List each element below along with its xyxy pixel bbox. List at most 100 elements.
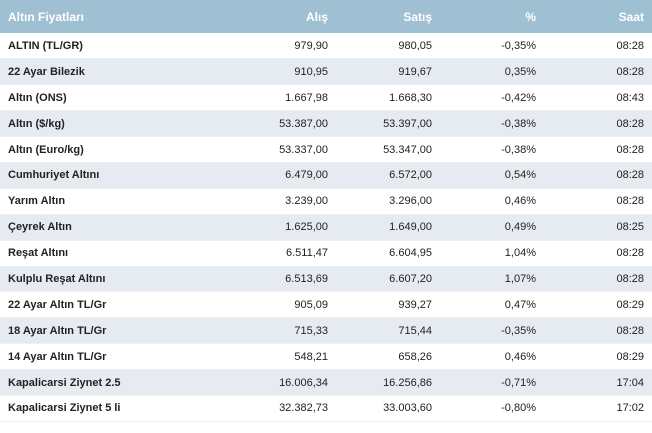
row-name: Altın ($/kg) [0, 110, 200, 138]
row-percent: -0,38% [440, 136, 544, 163]
row-name: Reşat Altını [0, 240, 200, 267]
row-satis: 1.668,30 [336, 84, 440, 112]
row-saat: 08:43 [544, 84, 652, 112]
row-alis: 905,09 [200, 291, 336, 319]
row-percent: 1,04% [440, 240, 544, 267]
row-satis: 980,05 [336, 33, 440, 60]
table-header: Altın Fiyatları Alış Satış % Saat [0, 0, 652, 33]
row-alis: 979,90 [200, 33, 336, 60]
row-satis: 3.296,00 [336, 188, 440, 215]
table-row[interactable]: 14 Ayar Altın TL/Gr 548,21 658,26 0,46% 08:2… [0, 343, 652, 371]
row-alis: 1.625,00 [200, 214, 336, 241]
row-saat: 08:29 [544, 291, 652, 319]
row-name: 18 Ayar Altın TL/Gr [0, 317, 200, 345]
row-satis: 715,44 [336, 317, 440, 345]
header-title: Altın Fiyatları [8, 9, 85, 24]
row-percent: -0,38% [440, 110, 544, 138]
row-satis: 939,27 [336, 291, 440, 319]
row-saat: 08:28 [544, 317, 652, 345]
table-row[interactable]: Altın ($/kg) 53.387,00 53.397,00 -0,38% 08:2… [0, 110, 652, 138]
table-row[interactable]: 22 Ayar Altın TL/Gr 905,09 939,27 0,47% 08:2… [0, 291, 652, 319]
row-saat: 08:25 [544, 214, 652, 241]
row-name: 14 Ayar Altın TL/Gr [0, 343, 200, 371]
row-satis: 1.649,00 [336, 214, 440, 241]
row-percent: 0,46% [440, 343, 544, 371]
table-row[interactable]: 18 Ayar Altın TL/Gr 715,33 715,44 -0,35% 08:… [0, 317, 652, 345]
row-alis: 32.382,73 [200, 395, 336, 422]
row-name: 22 Ayar Altın TL/Gr [0, 291, 200, 319]
row-saat: 08:28 [544, 58, 652, 86]
table-row[interactable]: Kulplu Reşat Altını 6.513,69 6.607,20 1,07%… [0, 266, 652, 293]
table-row[interactable]: Cumhuriyet Altını 6.479,00 6.572,00 0,54% 08… [0, 162, 652, 189]
table-row[interactable]: Altın (Euro/kg) 53.337,00 53.347,00 -0,38% 0… [0, 136, 652, 163]
row-alis: 53.387,00 [200, 110, 336, 138]
row-alis: 6.479,00 [200, 162, 336, 189]
row-percent: 0,47% [440, 291, 544, 319]
row-satis: 6.604,95 [336, 240, 440, 267]
header-row: Altın Fiyatları Alış Satış % Saat [0, 0, 652, 33]
row-satis: 16.256,86 [336, 369, 440, 396]
table-row[interactable]: Çeyrek Altın 1.625,00 1.649,00 0,49% 08:25 [0, 214, 652, 241]
row-name: Altın (ONS) [0, 84, 200, 112]
row-name: Kapalicarsi Ziynet 5 li [0, 395, 200, 422]
table-row[interactable]: Kapalicarsi Ziynet 2.5 16.006,34 16.256,86… [0, 369, 652, 396]
row-alis: 16.006,34 [200, 369, 336, 396]
table-row[interactable]: Altın (ONS) 1.667,98 1.668,30 -0,42% 08:43 [0, 84, 652, 112]
row-name: Çeyrek Altın [0, 214, 200, 241]
row-saat: 17:02 [544, 395, 652, 422]
row-percent: 0,54% [440, 162, 544, 189]
gold-prices-table: Altın Fiyatları Alış Satış % Saat ALTIN … [0, 0, 652, 422]
header-saat: Saat [618, 9, 644, 24]
row-satis: 33.003,60 [336, 395, 440, 422]
header-alis: Alış [305, 9, 328, 24]
table-body: ALTIN (TL/GR) 979,90 980,05 -0,35% 08:28 22 A… [0, 33, 652, 422]
row-percent: 0,35% [440, 58, 544, 86]
row-name: Kapalicarsi Ziynet 2.5 [0, 369, 200, 396]
row-alis: 3.239,00 [200, 188, 336, 215]
row-alis: 910,95 [200, 58, 336, 86]
table-row[interactable]: Yarım Altın 3.239,00 3.296,00 0,46% 08:28 [0, 188, 652, 215]
row-percent: -0,35% [440, 33, 544, 60]
row-satis: 6.572,00 [336, 162, 440, 189]
row-saat: 17:04 [544, 369, 652, 396]
row-saat: 08:28 [544, 162, 652, 189]
row-percent: 0,46% [440, 188, 544, 215]
row-percent: 1,07% [440, 266, 544, 293]
row-name: Cumhuriyet Altını [0, 162, 200, 189]
row-saat: 08:29 [544, 343, 652, 371]
row-name: Yarım Altın [0, 188, 200, 215]
row-satis: 919,67 [336, 58, 440, 86]
header-percent: % [525, 9, 536, 24]
row-alis: 1.667,98 [200, 84, 336, 112]
row-saat: 08:28 [544, 110, 652, 138]
table-row[interactable]: Kapalicarsi Ziynet 5 li 32.382,73 33.003,6… [0, 395, 652, 422]
table-row[interactable]: Reşat Altını 6.511,47 6.604,95 1,04% 08:28 [0, 240, 652, 267]
row-satis: 658,26 [336, 343, 440, 371]
row-name: 22 Ayar Bilezik [0, 58, 200, 86]
row-percent: -0,42% [440, 84, 544, 112]
row-alis: 548,21 [200, 343, 336, 371]
row-saat: 08:28 [544, 33, 652, 60]
row-percent: -0,71% [440, 369, 544, 396]
row-alis: 6.511,47 [200, 240, 336, 267]
row-name: ALTIN (TL/GR) [0, 33, 200, 60]
table-row[interactable]: 22 Ayar Bilezik 910,95 919,67 0,35% 08:28 [0, 58, 652, 86]
row-alis: 53.337,00 [200, 136, 336, 163]
row-alis: 6.513,69 [200, 266, 336, 293]
row-name: Altın (Euro/kg) [0, 136, 200, 163]
row-percent: -0,35% [440, 317, 544, 345]
row-saat: 08:28 [544, 136, 652, 163]
row-satis: 53.347,00 [336, 136, 440, 163]
row-percent: 0,49% [440, 214, 544, 241]
row-alis: 715,33 [200, 317, 336, 345]
row-percent: -0,80% [440, 395, 544, 422]
row-saat: 08:28 [544, 266, 652, 293]
row-name: Kulplu Reşat Altını [0, 266, 200, 293]
table-row[interactable]: ALTIN (TL/GR) 979,90 980,05 -0,35% 08:28 [0, 33, 652, 60]
row-saat: 08:28 [544, 188, 652, 215]
header-satis: Satış [403, 9, 432, 24]
row-satis: 53.397,00 [336, 110, 440, 138]
row-satis: 6.607,20 [336, 266, 440, 293]
row-saat: 08:28 [544, 240, 652, 267]
